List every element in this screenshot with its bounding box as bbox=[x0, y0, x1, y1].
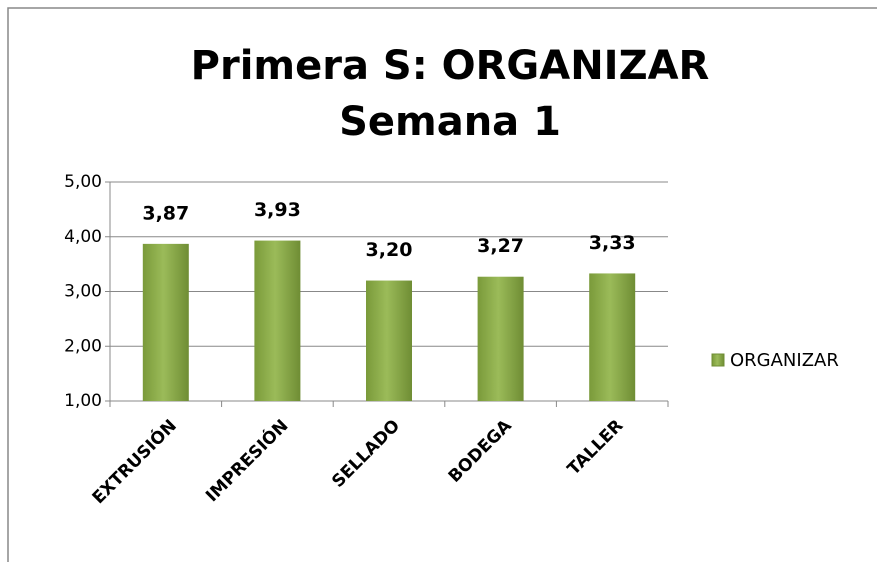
chart-title: Primera S: ORGANIZAR bbox=[191, 43, 710, 89]
bar bbox=[589, 273, 636, 401]
data-label: 3,87 bbox=[142, 202, 189, 224]
bar bbox=[254, 240, 301, 401]
bar bbox=[477, 276, 524, 401]
y-tick-label: 4,00 bbox=[64, 227, 102, 247]
y-tick-label: 5,00 bbox=[64, 172, 102, 192]
y-tick-label: 1,00 bbox=[64, 391, 102, 411]
bar bbox=[142, 243, 189, 401]
data-label: 3,93 bbox=[254, 199, 301, 221]
y-tick-label: 2,00 bbox=[64, 336, 102, 356]
data-label: 3,20 bbox=[366, 239, 413, 261]
legend-swatch bbox=[711, 353, 725, 367]
data-label: 3,33 bbox=[589, 232, 636, 254]
data-label: 3,27 bbox=[477, 235, 524, 257]
chart-title: Semana 1 bbox=[339, 99, 561, 145]
chart-border bbox=[7, 7, 877, 562]
y-tick-label: 3,00 bbox=[64, 282, 102, 302]
legend-label: ORGANIZAR bbox=[730, 350, 839, 371]
bar bbox=[366, 280, 412, 401]
